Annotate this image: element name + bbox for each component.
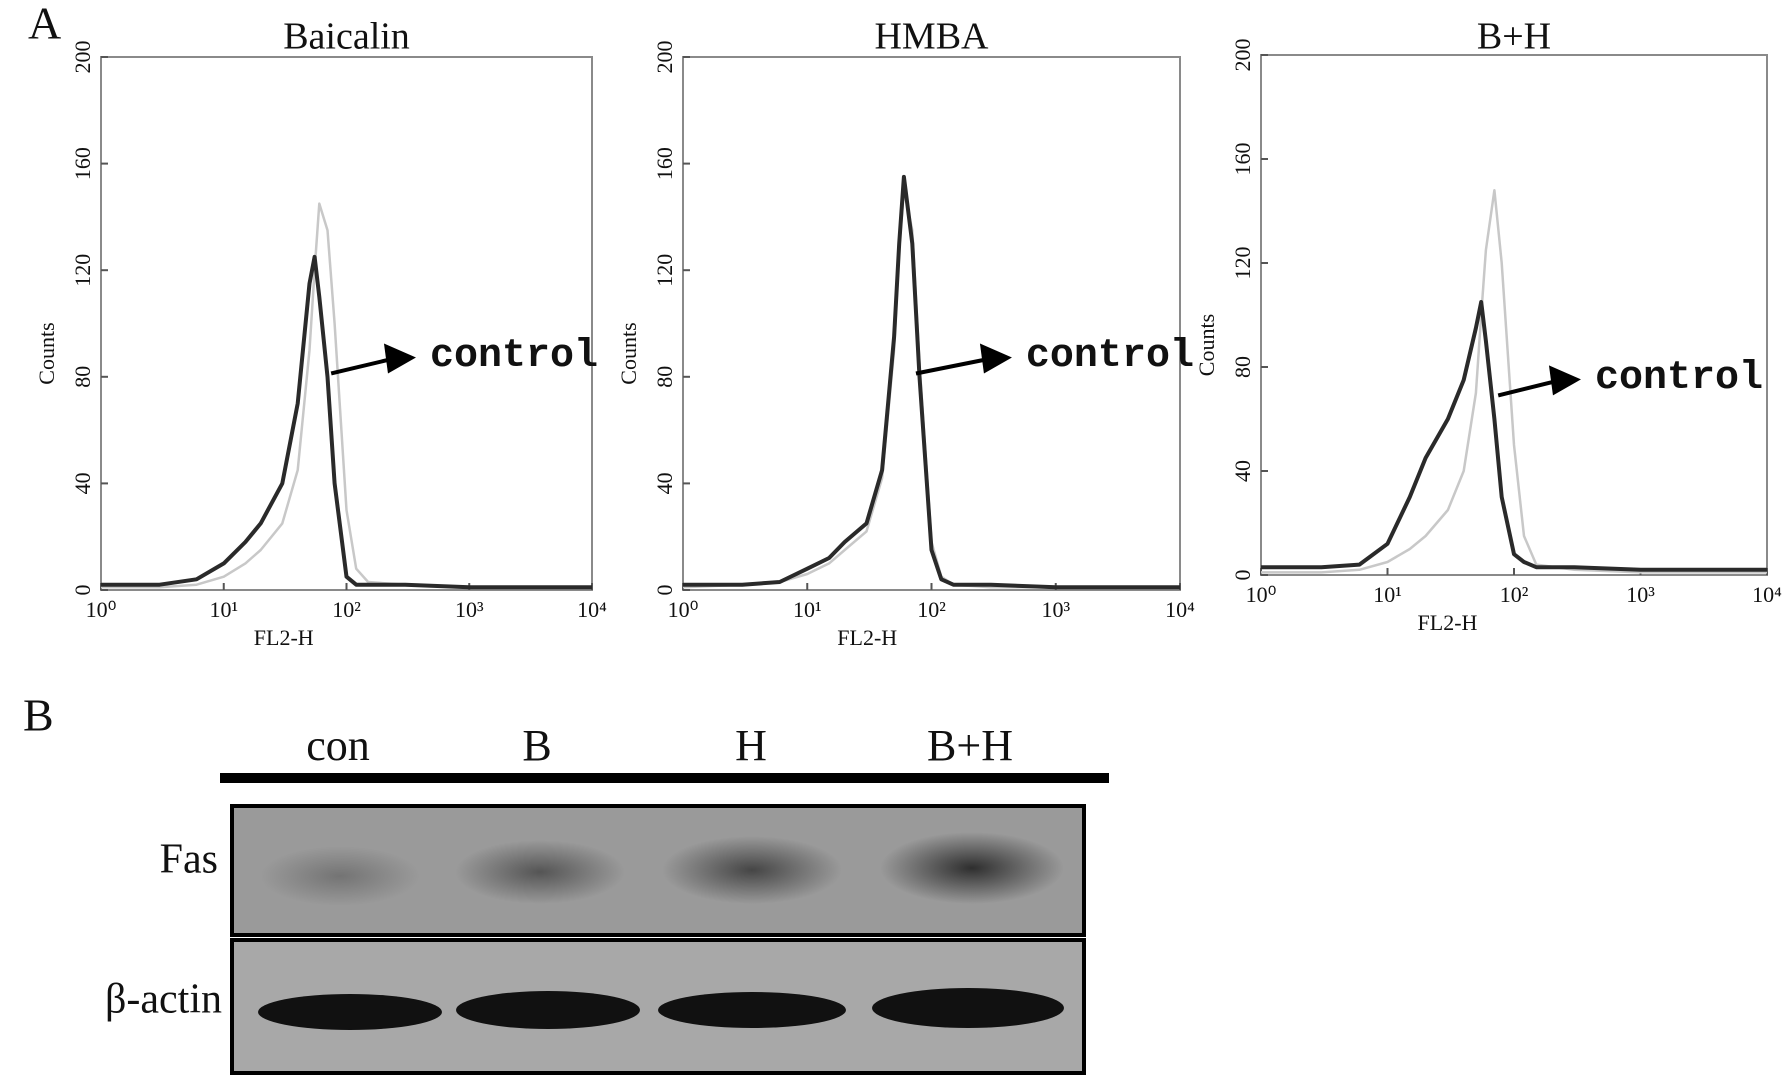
y-tick-label: 40 — [1230, 460, 1255, 482]
y-tick-label: 200 — [70, 41, 95, 74]
lane-label: con — [306, 721, 370, 770]
y-tick-label: 160 — [652, 147, 677, 180]
y-tick-label: 40 — [652, 472, 677, 494]
y-tick-label: 0 — [1230, 570, 1255, 581]
y-tick-label: 80 — [70, 366, 95, 388]
arrow-shaft — [1497, 379, 1556, 398]
annotation: control — [1026, 334, 1194, 379]
histogram-line — [683, 174, 1180, 590]
x-tick-label: 10² — [917, 597, 946, 622]
y-tick-label: 160 — [70, 147, 95, 180]
y-tick-label: 0 — [70, 585, 95, 596]
y-axis-label: Counts — [1194, 314, 1219, 376]
x-tick-label: 10² — [332, 597, 361, 622]
chart-title: Baicalin — [283, 16, 410, 58]
lane-label: B — [522, 721, 551, 770]
x-tick-label: 10⁴ — [1752, 582, 1782, 607]
y-tick-label: 120 — [70, 254, 95, 287]
histogram-line — [1261, 300, 1767, 572]
y-tick-label: 200 — [1230, 39, 1255, 72]
arrow-shaft — [915, 357, 987, 376]
x-tick-label: 10² — [1500, 582, 1529, 607]
y-tick-label: 80 — [1230, 356, 1255, 378]
y-axis-label: Counts — [34, 322, 59, 384]
x-axis-label: FL2-H — [837, 625, 897, 650]
x-tick-label: 10⁴ — [1165, 597, 1195, 622]
x-tick-label: 10⁴ — [577, 597, 607, 622]
histogram-line — [101, 202, 592, 589]
arrow-head — [383, 343, 416, 374]
y-axis-label: Counts — [616, 322, 641, 384]
y-tick-label: 120 — [652, 254, 677, 287]
y-tick-label: 200 — [652, 41, 677, 74]
plot-frame — [1260, 54, 1768, 576]
x-tick-label: 10⁰ — [1246, 582, 1277, 607]
y-tick-label: 0 — [652, 585, 677, 596]
histogram-line — [101, 254, 592, 590]
y-tick-label: 120 — [1230, 247, 1255, 280]
x-tick-label: 10¹ — [793, 597, 822, 622]
actin-bands — [258, 988, 1064, 1030]
lane-label: H — [735, 721, 767, 770]
panel-label: A — [28, 0, 61, 49]
y-tick-label: 160 — [1230, 143, 1255, 176]
x-tick-label: 10¹ — [209, 597, 238, 622]
x-axis-label: FL2-H — [254, 625, 314, 650]
plot-frame — [682, 56, 1181, 591]
x-tick-label: 10¹ — [1373, 582, 1402, 607]
annotation: control — [430, 334, 598, 379]
x-tick-label: 10³ — [1626, 582, 1655, 607]
x-axis-label: FL2-H — [1418, 610, 1478, 635]
x-tick-label: 10³ — [455, 597, 484, 622]
chart-title: B+H — [1477, 16, 1551, 58]
x-tick-label: 10³ — [1041, 597, 1070, 622]
row-label: Fas — [160, 837, 218, 883]
panel-label: B — [23, 690, 54, 741]
y-tick-label: 80 — [652, 366, 677, 388]
lane-label: B+H — [927, 721, 1013, 770]
row-label: β-actin — [105, 977, 222, 1023]
chart-title: HMBA — [874, 16, 989, 58]
arrow-shaft — [330, 357, 391, 376]
arrow-head — [1548, 365, 1581, 396]
arrow-head — [979, 343, 1012, 374]
y-tick-label: 40 — [70, 472, 95, 494]
annotation: control — [1595, 356, 1763, 401]
x-tick-label: 10⁰ — [86, 597, 117, 622]
fas-bands — [260, 832, 1064, 906]
x-tick-label: 10⁰ — [668, 597, 699, 622]
